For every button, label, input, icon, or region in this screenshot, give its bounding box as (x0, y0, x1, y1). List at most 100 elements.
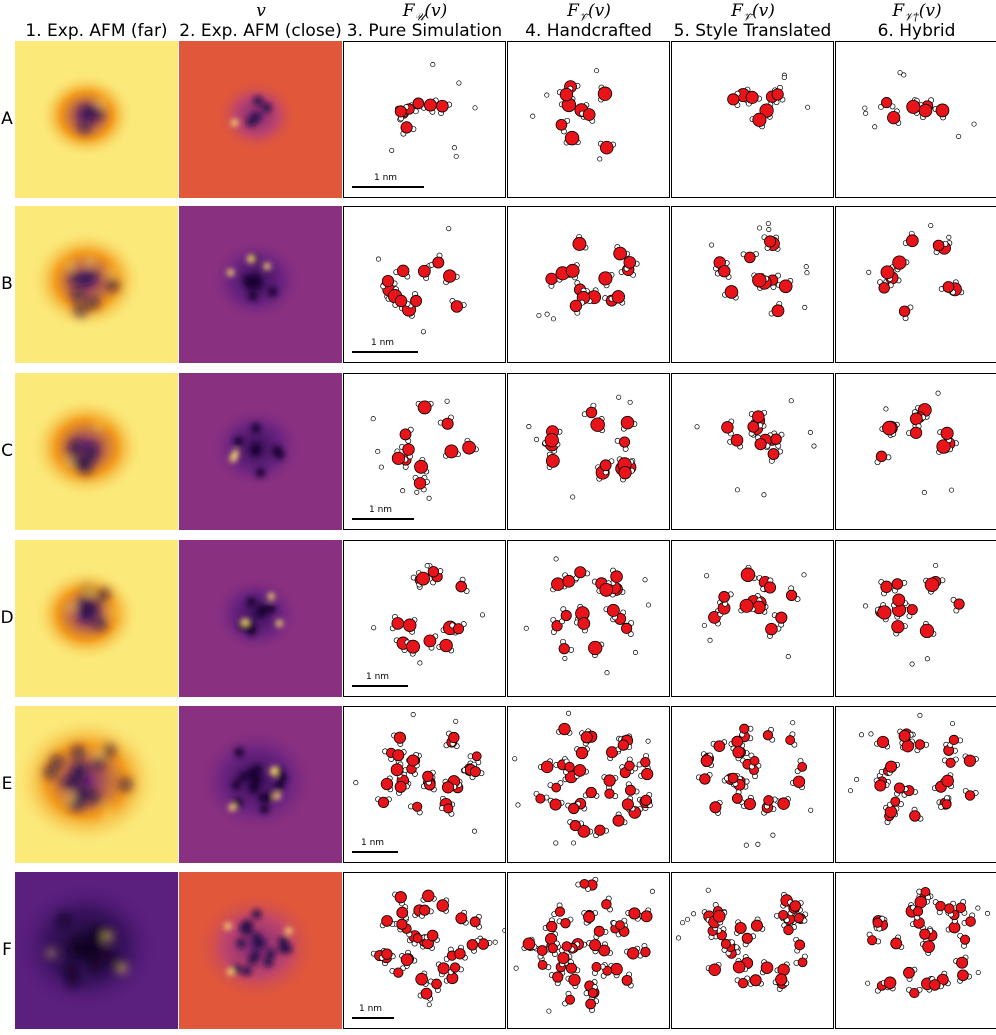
oxygen-atom (765, 622, 778, 636)
oxygen-atom (727, 93, 740, 106)
oxygen-atom (402, 443, 415, 456)
afm-features (227, 253, 278, 302)
water-molecule (467, 751, 482, 766)
water-molecule (947, 734, 964, 748)
water-molecule (563, 130, 581, 146)
oxygen-atom (891, 620, 905, 634)
afm-dark-spot (278, 943, 289, 954)
hydrogen-atom (694, 424, 700, 430)
water-molecule (477, 935, 493, 950)
hydrogen-atom (975, 969, 981, 976)
oxygen-atom (585, 786, 597, 799)
oxygen-atom (443, 803, 454, 814)
molecule-plot-c-5 (671, 373, 834, 530)
oxygen-atom (621, 798, 634, 811)
oxygen-atom (448, 731, 460, 744)
water-molecule (551, 902, 566, 918)
water-molecule (787, 899, 804, 912)
scale-bar (352, 186, 424, 188)
water-molecule (932, 103, 950, 121)
molecule-plot-a-4 (507, 41, 670, 198)
hydrogen-atom (632, 649, 639, 655)
oxygen-atom (744, 251, 756, 264)
oxygen-atom (427, 566, 439, 578)
oxygen-atom (718, 265, 731, 278)
oxygen-atom (909, 426, 923, 439)
oxygen-atom (732, 746, 745, 759)
afm-dark-spot (102, 744, 115, 757)
water-molecule (562, 572, 579, 588)
afm-dark-spot (248, 954, 259, 965)
water-molecule (718, 591, 734, 607)
oxygen-atom (552, 971, 564, 983)
water-molecule (422, 769, 436, 786)
water-molecule (436, 897, 450, 914)
water-molecule (436, 638, 455, 654)
water-molecule (558, 941, 576, 954)
oxygen-atom (392, 749, 405, 762)
water-molecule (608, 962, 623, 979)
oxygen-atom (620, 415, 635, 430)
afm-image-f-1 (15, 872, 178, 1029)
hydrogen-atom (479, 612, 486, 618)
water-molecule (583, 984, 598, 998)
afm-dark-spot (97, 588, 110, 601)
oxygen-atom (432, 256, 445, 269)
afm-dark-spot (272, 445, 283, 456)
afm-bright-spot (104, 805, 112, 813)
oxygen-atom (743, 797, 756, 811)
oxygen-atom (898, 305, 911, 317)
hydrogen-atom (811, 443, 817, 449)
hydrogen-atom (765, 220, 771, 227)
oxygen-atom (569, 299, 583, 313)
water-molecule (872, 915, 886, 932)
hydrogen-atom (512, 756, 518, 762)
oxygen-atom (536, 945, 548, 956)
water-molecule (640, 791, 653, 809)
water-molecule (466, 938, 481, 954)
water-molecule (937, 426, 954, 443)
oxygen-atom (560, 610, 572, 622)
hydrogen-atom (790, 720, 796, 726)
water-molecule (953, 954, 969, 969)
math-header-5: F𝒱̃(v) (671, 0, 836, 23)
water-molecule (586, 939, 602, 955)
water-molecule (419, 904, 434, 919)
water-molecule (380, 775, 394, 793)
water-molecule (891, 593, 909, 609)
oxygen-atom (426, 929, 439, 942)
hydrogen-atom (627, 399, 633, 405)
oxygen-atom (560, 918, 571, 929)
water-molecule (558, 638, 575, 655)
oxygen-atom (764, 581, 777, 594)
afm-image-a-1 (15, 41, 178, 198)
water-molecule (785, 585, 801, 603)
afm-dark-spot (66, 974, 79, 987)
water-molecule (558, 95, 577, 113)
water-molecule (710, 739, 728, 752)
water-molecule (774, 909, 790, 923)
water-molecule (423, 97, 439, 115)
hydrogen-atom (546, 1008, 552, 1014)
water-molecule (420, 889, 437, 903)
water-molecule (462, 437, 479, 455)
water-molecule (579, 730, 593, 747)
hydrogen-atom (921, 489, 927, 496)
oxygen-atom (537, 960, 548, 970)
afm-image-e-1 (15, 706, 178, 863)
oxygen-atom (565, 962, 577, 974)
oxygen-atom (626, 947, 640, 960)
math-base: F (892, 1, 905, 21)
afm-bright-spot (227, 968, 235, 976)
water-molecule (615, 739, 633, 753)
water-molecule (749, 112, 767, 130)
oxygen-atom (745, 90, 759, 104)
water-molecule (597, 84, 613, 103)
molecule-plot-d-6 (835, 540, 996, 697)
water-molecule (770, 431, 785, 449)
hydrogen-atom (536, 312, 542, 319)
oxygen-atom (893, 782, 906, 794)
math-argument: (v) (752, 1, 775, 21)
water-molecule (874, 450, 892, 466)
water-molecule (389, 965, 406, 978)
